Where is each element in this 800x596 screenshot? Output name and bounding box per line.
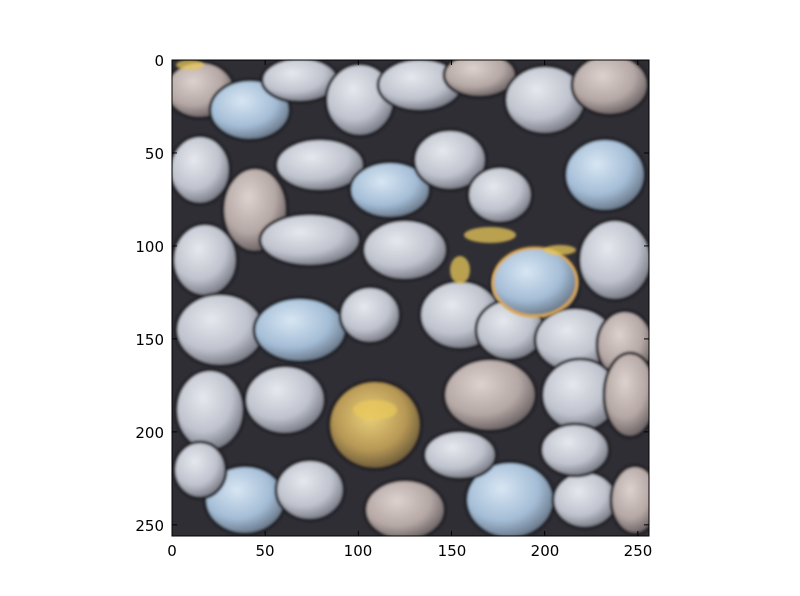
yellow-highlights [176, 60, 576, 420]
y-tick-label: 100 [135, 238, 164, 256]
pebble-stones [172, 60, 649, 536]
axes-frame [171, 59, 650, 537]
y-tick-label: 250 [135, 517, 164, 535]
y-tick-labels: 0 50 100 150 200 250 [135, 52, 164, 535]
x-tick-label: 100 [344, 542, 373, 560]
y-tick-label: 200 [135, 424, 164, 442]
y-tick-label: 50 [145, 145, 164, 163]
y-tick-label: 150 [135, 331, 164, 349]
x-tick-label: 250 [624, 542, 653, 560]
central-stone [491, 246, 579, 318]
x-tick-label: 0 [167, 542, 177, 560]
x-tick-label: 200 [531, 542, 560, 560]
pebble-image [172, 60, 649, 536]
x-tick-label: 150 [438, 542, 467, 560]
x-tick-labels: 0 50 100 150 200 250 [167, 542, 652, 560]
y-tick-label: 0 [154, 52, 164, 70]
x-tick-label: 50 [255, 542, 274, 560]
axis-ticks [171, 59, 649, 536]
